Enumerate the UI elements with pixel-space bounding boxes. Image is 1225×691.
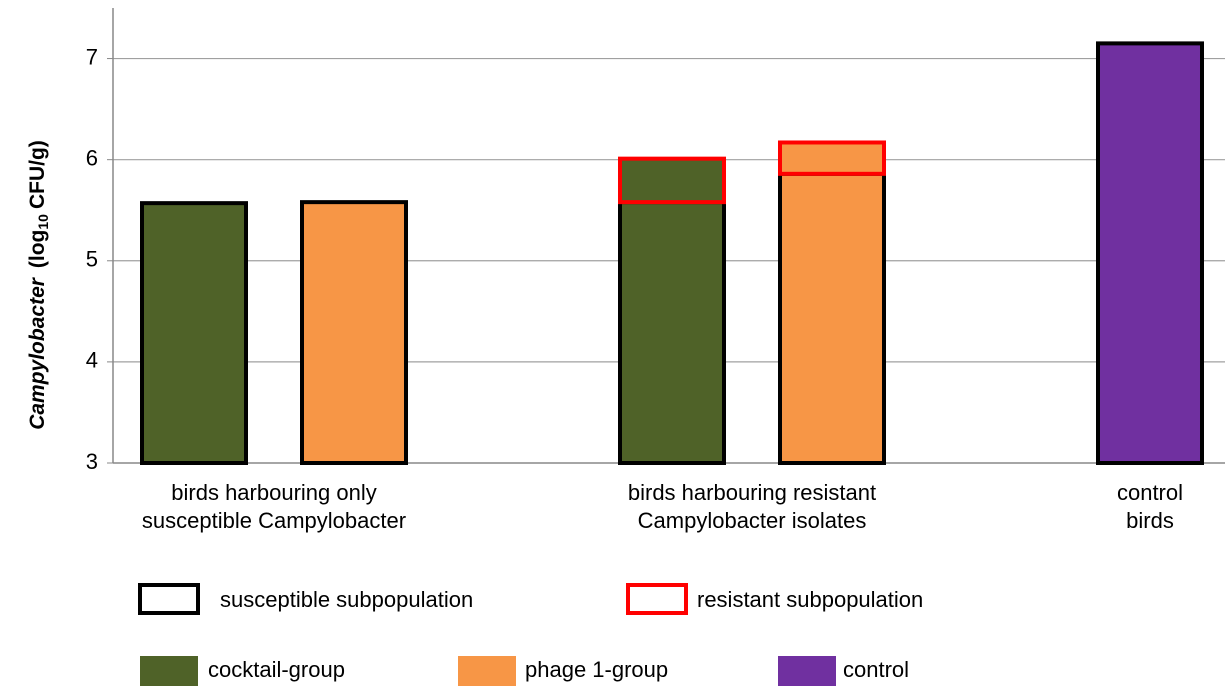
y-label-sub: 10 [35,214,51,230]
y-axis-label: Campylobacter (log10 CFU/g) [26,140,51,430]
bar [618,200,726,465]
y-label-text: (log [26,230,49,268]
y-tick-label: 4 [86,348,98,373]
legend-label: phage 1-group [525,657,668,682]
y-label-italic: Campylobacter [26,276,49,430]
legend-label: susceptible subpopulation [220,587,473,612]
legend-swatch [458,656,516,686]
y-tick-label: 3 [86,449,98,474]
x-tick-label: birds [1126,508,1174,533]
x-tick-label: Campylobacter isolates [638,508,867,533]
legend-swatch [778,656,836,686]
legend-outline-swatch [626,583,688,615]
legend-label: cocktail-group [208,657,345,682]
x-tick-label: susceptible Campylobacter [142,508,406,533]
resistant-segment [778,140,886,176]
x-tick-label: birds harbouring only [171,480,376,505]
legend-swatch [140,656,198,686]
y-tick-label: 6 [86,145,98,170]
bar [1096,41,1204,466]
resistant-segment [618,156,726,205]
legend-label: resistant subpopulation [697,587,923,612]
y-label-end: CFU/g) [26,140,49,209]
bar [300,200,408,465]
legend-outline-swatch [138,583,200,615]
legend-label: control [843,657,909,682]
y-tick-label: 5 [86,247,98,272]
bar [778,171,886,465]
bar [140,201,248,465]
x-tick-label: birds harbouring resistant [628,480,876,505]
y-tick-label: 7 [86,44,98,69]
x-tick-label: control [1117,480,1183,505]
